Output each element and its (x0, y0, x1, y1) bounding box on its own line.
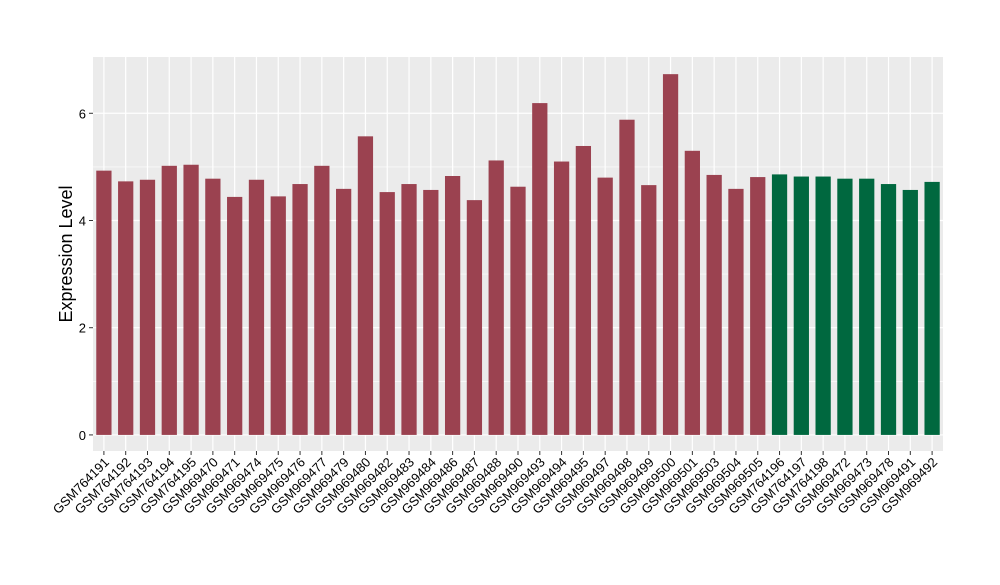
y-tick-label: 2 (79, 321, 86, 336)
bar-GSM764198 (815, 176, 831, 435)
y-axis-label: Expression Level (56, 185, 76, 322)
bar-GSM969491 (902, 189, 918, 435)
bar-GSM969474 (248, 179, 265, 435)
bar-GSM969499 (641, 185, 657, 435)
bar-GSM969494 (553, 161, 570, 435)
bar-GSM764195 (183, 164, 199, 435)
bar-GSM969497 (597, 177, 613, 435)
bar-GSM969476 (292, 184, 308, 435)
bar-GSM764196 (771, 174, 788, 435)
bar-GSM969471 (227, 196, 243, 435)
bar-GSM764194 (161, 165, 177, 435)
bar-GSM969501 (684, 150, 700, 435)
bar-GSM969503 (706, 174, 722, 435)
bar-GSM969493 (532, 103, 548, 435)
bar-GSM969498 (619, 119, 635, 435)
bar-GSM969486 (444, 176, 461, 435)
bar-GSM969484 (423, 189, 439, 435)
bar-GSM969505 (750, 177, 766, 435)
bar-GSM969488 (488, 160, 504, 435)
bar-GSM969500 (662, 74, 679, 435)
bar-GSM969473 (859, 178, 875, 435)
bar-GSM764197 (793, 176, 809, 435)
bars (96, 74, 940, 435)
bar-GSM969483 (401, 184, 417, 435)
bar-GSM969479 (336, 188, 352, 435)
axes: 0246GSM764191GSM764192GSM764193GSM764194… (50, 106, 940, 516)
bar-GSM969495 (575, 145, 592, 435)
bar-GSM969492 (924, 181, 940, 435)
bar-GSM969487 (466, 200, 483, 435)
bar-GSM969490 (510, 186, 526, 435)
bar-GSM969478 (880, 184, 897, 435)
bar-GSM969504 (728, 188, 744, 435)
bar-GSM969470 (205, 178, 221, 435)
bar-GSM969480 (357, 136, 374, 435)
bar-GSM764191 (96, 170, 112, 435)
y-tick-label: 6 (79, 106, 86, 121)
bar-GSM969477 (314, 165, 330, 435)
bar-GSM969482 (379, 192, 395, 435)
y-tick-label: 0 (79, 428, 86, 443)
bar-GSM764193 (139, 179, 156, 435)
bar-GSM969472 (837, 178, 853, 435)
bar-GSM764192 (118, 181, 134, 435)
bar-GSM969475 (270, 196, 286, 435)
y-tick-label: 4 (79, 213, 86, 228)
